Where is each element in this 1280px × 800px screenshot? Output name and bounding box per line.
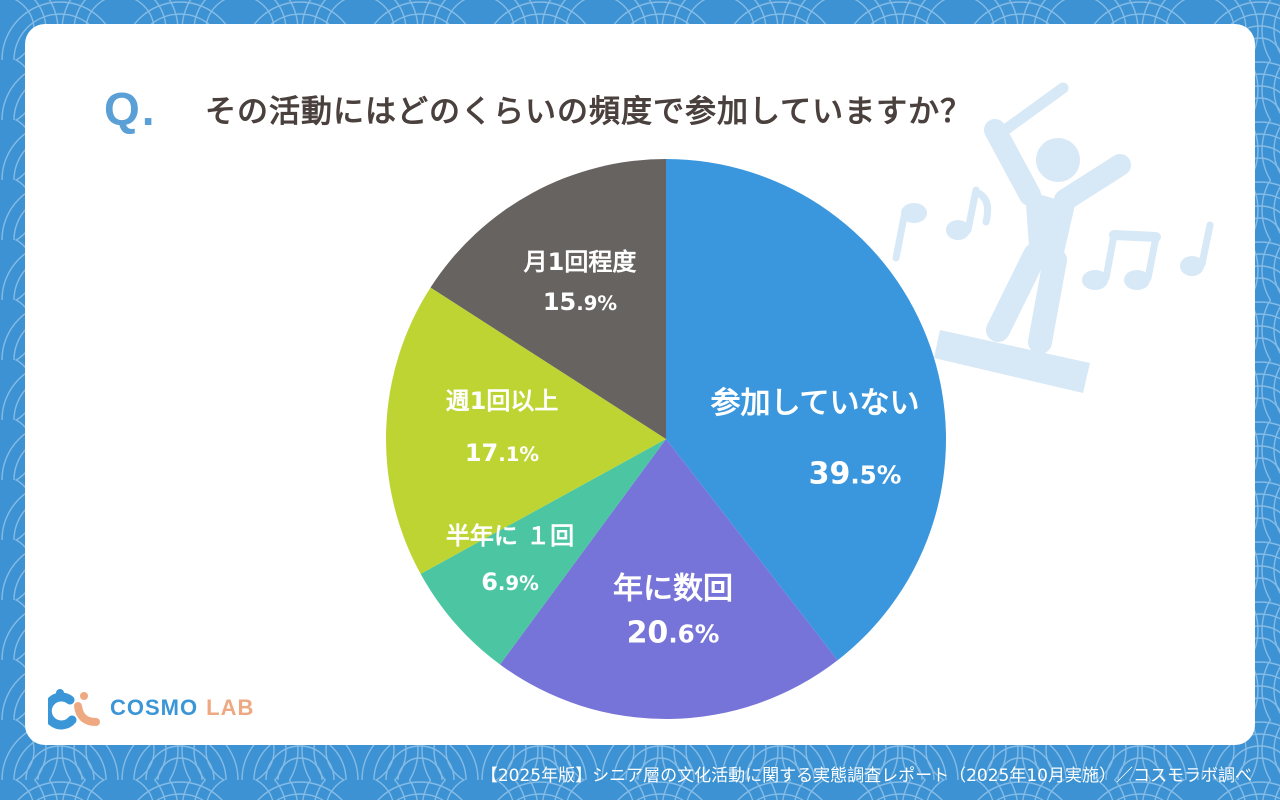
- question-marker: Q.: [104, 83, 157, 135]
- slice-value-not-participating: 39.5%: [808, 456, 902, 492]
- cosmo-lab-logo-icon: [48, 689, 100, 730]
- pie-slice-monthly: [430, 159, 666, 439]
- slice-label-weekly-or-more: 週1回以上 17.1%: [445, 387, 559, 467]
- conductor-illustration-icon: [892, 82, 1214, 393]
- pie-slice-once-half-year: [420, 439, 666, 665]
- logo-text-cosmo: COSMO: [110, 695, 199, 720]
- source-caption: 【2025年版】シニア層の文化活動に関する実態調査レポート（2025年10月実施…: [480, 766, 1252, 786]
- pie-slice-few-times-a-year: [500, 439, 838, 719]
- slice-label-once-half-year: 半年に １回 6.9%: [445, 522, 575, 596]
- slice-label-few-times-a-year: 年に数回 20.6%: [613, 571, 733, 651]
- cosmo-lab-logo: COSMO LAB: [48, 686, 254, 730]
- slice-label-monthly: 月1回程度 15.9%: [523, 248, 637, 316]
- pie-slice-not-participating: [666, 159, 946, 661]
- pie-slice-weekly-or-more: [386, 287, 666, 574]
- slice-label-not-participating: 参加していない: [710, 386, 920, 421]
- logo-text-lab: LAB: [206, 695, 255, 720]
- question-title: その活動にはどのくらいの頻度で参加していますか？: [205, 94, 973, 130]
